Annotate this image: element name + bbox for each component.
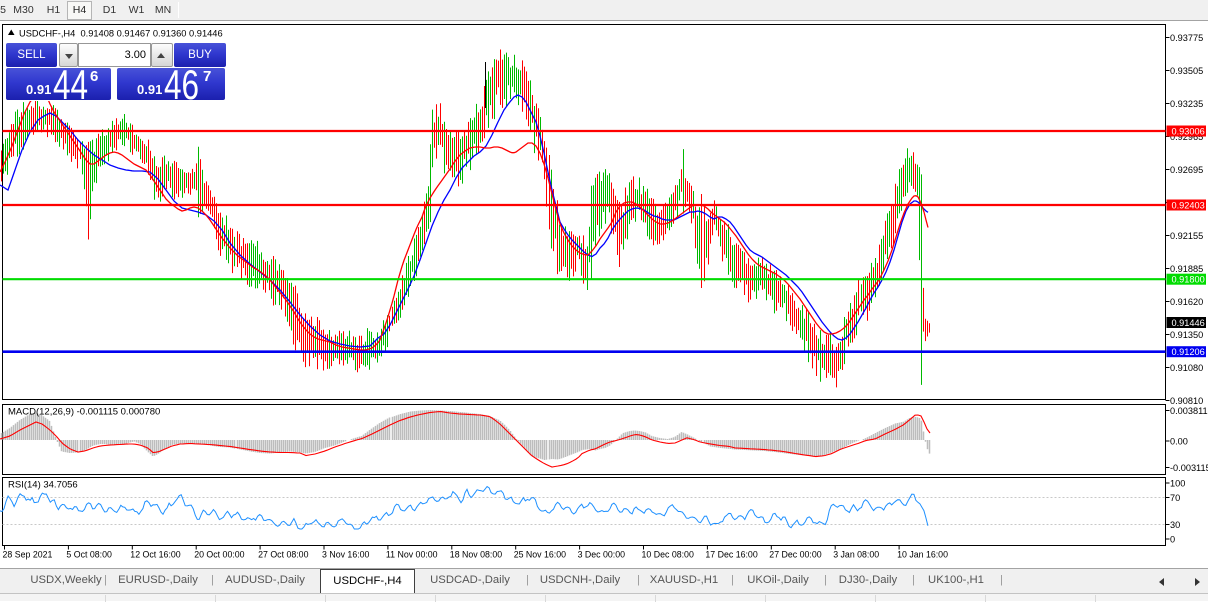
svg-text:USDCHF-,H4 0.91408 0.91467 0.: USDCHF-,H4 0.91408 0.91467 0.91360 0.914… — [19, 29, 223, 39]
svg-text:0.93505: 0.93505 — [1170, 66, 1203, 76]
svg-text:0.91446: 0.91446 — [1172, 318, 1205, 328]
svg-text:18 Nov 08:00: 18 Nov 08:00 — [450, 550, 502, 560]
svg-text:20 Oct 00:00: 20 Oct 00:00 — [194, 550, 244, 560]
svg-text:25 Nov 16:00: 25 Nov 16:00 — [514, 550, 566, 560]
svg-text:0: 0 — [1170, 534, 1175, 544]
svg-text:3 Nov 16:00: 3 Nov 16:00 — [322, 550, 370, 560]
svg-text:10 Jan 16:00: 10 Jan 16:00 — [897, 550, 948, 560]
svg-text:3 Jan 08:00: 3 Jan 08:00 — [833, 550, 879, 560]
svg-text:0.93235: 0.93235 — [1170, 99, 1203, 109]
svg-text:17 Dec 16:00: 17 Dec 16:00 — [705, 550, 757, 560]
svg-text:MACD(12,26,9) -0.001115 0.0007: MACD(12,26,9) -0.001115 0.000780 — [8, 407, 160, 418]
svg-text:30: 30 — [1170, 520, 1180, 530]
svg-text:0.00: 0.00 — [1170, 436, 1188, 446]
svg-text:28 Sep 2021: 28 Sep 2021 — [3, 550, 53, 560]
svg-text:100: 100 — [1170, 478, 1185, 488]
svg-text:0.91350: 0.91350 — [1170, 330, 1203, 340]
svg-text:70: 70 — [1170, 493, 1180, 503]
svg-text:0.92695: 0.92695 — [1170, 165, 1203, 175]
svg-text:11 Nov 00:00: 11 Nov 00:00 — [386, 550, 438, 560]
svg-text:0.92155: 0.92155 — [1170, 231, 1203, 241]
svg-text:0.003811: 0.003811 — [1170, 406, 1208, 416]
svg-text:10 Dec 08:00: 10 Dec 08:00 — [642, 550, 694, 560]
svg-text:0.91620: 0.91620 — [1170, 297, 1203, 307]
svg-text:27 Oct 08:00: 27 Oct 08:00 — [258, 550, 308, 560]
svg-text:12 Oct 16:00: 12 Oct 16:00 — [130, 550, 180, 560]
svg-text:0.91800: 0.91800 — [1172, 275, 1205, 285]
svg-text:27 Dec 00:00: 27 Dec 00:00 — [769, 550, 821, 560]
svg-text:-0.003115: -0.003115 — [1170, 463, 1208, 473]
svg-text:0.91080: 0.91080 — [1170, 363, 1203, 373]
svg-text:0.93775: 0.93775 — [1170, 33, 1203, 43]
svg-text:0.92965: 0.92965 — [1170, 132, 1203, 142]
svg-text:0.93006: 0.93006 — [1172, 126, 1205, 136]
svg-text:0.91206: 0.91206 — [1172, 347, 1205, 357]
svg-text:5 Oct 08:00: 5 Oct 08:00 — [66, 550, 112, 560]
svg-text:0.91885: 0.91885 — [1170, 264, 1203, 274]
svg-text:0.90810: 0.90810 — [1170, 396, 1203, 406]
svg-text:RSI(14) 34.7056: RSI(14) 34.7056 — [8, 480, 78, 491]
svg-text:3 Dec 00:00: 3 Dec 00:00 — [578, 550, 626, 560]
svg-text:0.92403: 0.92403 — [1172, 200, 1205, 210]
